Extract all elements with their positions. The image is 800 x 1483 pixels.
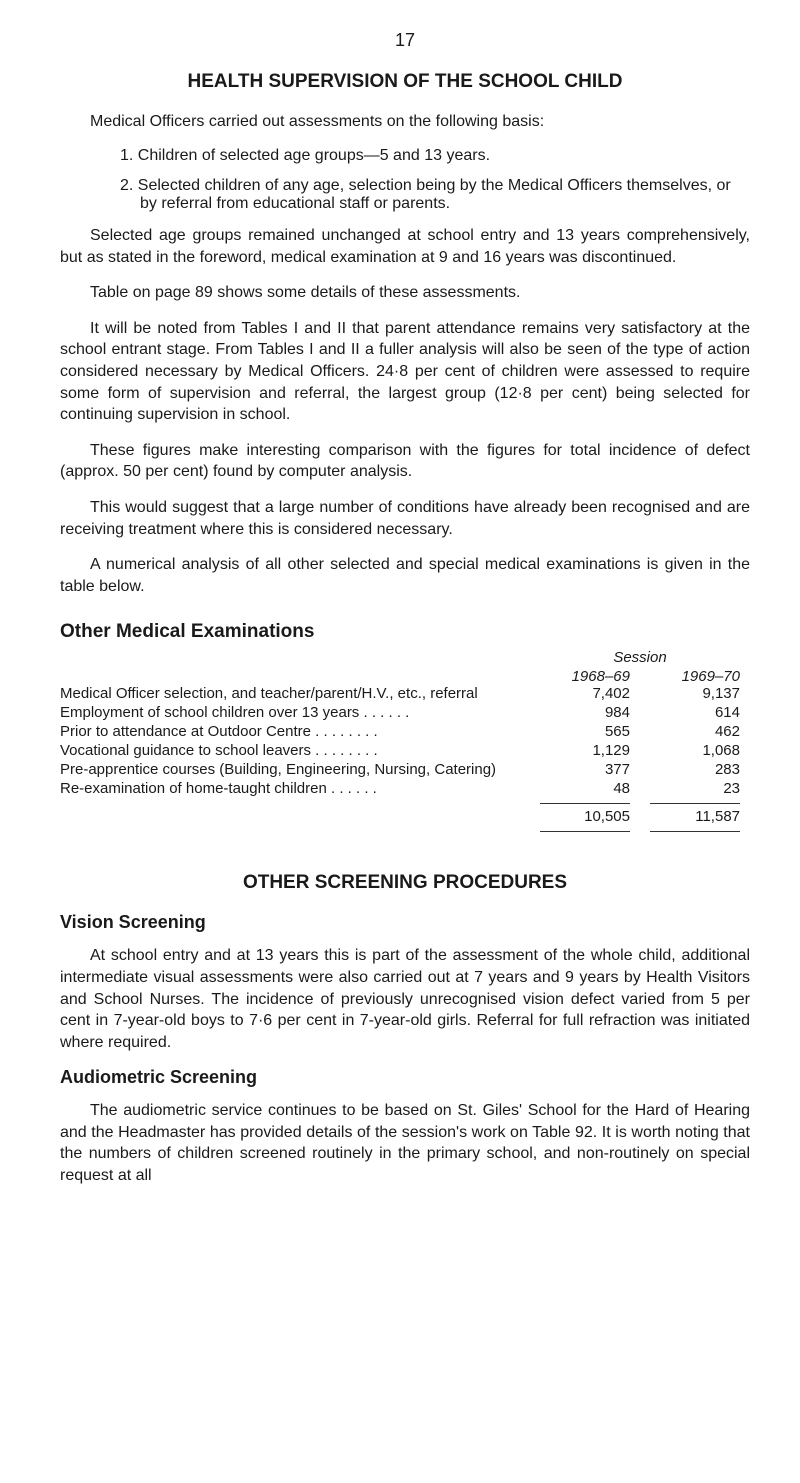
row-label: Re-examination of home-taught children .… — [60, 780, 530, 797]
row-value-b: 23 — [640, 780, 750, 797]
total-a: 10,505 — [530, 808, 640, 825]
spacer — [60, 831, 530, 832]
row-label: Employment of school children over 13 ye… — [60, 704, 530, 721]
row-value-b: 462 — [640, 723, 750, 740]
table-rule — [60, 803, 750, 804]
paragraph: A numerical analysis of all other select… — [60, 554, 750, 597]
list-item-2: 2. Selected children of any age, selecti… — [120, 177, 750, 213]
paragraph: It will be noted from Tables I and II th… — [60, 318, 750, 426]
paragraph: At school entry and at 13 years this is … — [60, 945, 750, 1053]
session-label: Session — [530, 649, 750, 666]
table-rule — [60, 831, 750, 832]
examinations-table: Session 1968–69 1969–70 Medical Officer … — [60, 649, 750, 832]
row-value-a: 1,129 — [530, 742, 640, 759]
table-row: Re-examination of home-taught children .… — [60, 780, 750, 797]
rule-line — [540, 831, 630, 832]
paragraph: Selected age groups remained unchanged a… — [60, 225, 750, 268]
table-row: Vocational guidance to school leavers . … — [60, 742, 750, 759]
row-label: Vocational guidance to school leavers . … — [60, 742, 530, 759]
row-label: Medical Officer selection, and teacher/p… — [60, 685, 530, 702]
rule-line — [650, 831, 740, 832]
paragraph: This would suggest that a large number o… — [60, 497, 750, 540]
row-value-b: 9,137 — [640, 685, 750, 702]
year-col-a: 1968–69 — [530, 668, 640, 685]
paragraph: Table on page 89 shows some details of t… — [60, 282, 750, 304]
row-value-a: 377 — [530, 761, 640, 778]
year-col-b: 1969–70 — [640, 668, 750, 685]
rule-line — [650, 803, 740, 804]
paragraph: The audiometric service continues to be … — [60, 1100, 750, 1186]
row-label: Pre-apprentice courses (Building, Engine… — [60, 761, 530, 778]
table-title: Other Medical Examinations — [60, 621, 750, 643]
row-label: Prior to attendance at Outdoor Centre . … — [60, 723, 530, 740]
row-value-a: 565 — [530, 723, 640, 740]
row-value-b: 283 — [640, 761, 750, 778]
row-value-a: 48 — [530, 780, 640, 797]
rule-line — [540, 803, 630, 804]
spacer — [60, 803, 530, 804]
table-row: Medical Officer selection, and teacher/p… — [60, 685, 750, 702]
screening-title: OTHER SCREENING PROCEDURES — [60, 872, 750, 894]
total-b: 11,587 — [640, 808, 750, 825]
spacer — [60, 668, 530, 685]
table-row: Prior to attendance at Outdoor Centre . … — [60, 723, 750, 740]
intro-text: Medical Officers carried out assessments… — [90, 113, 750, 131]
page-number: 17 — [60, 30, 750, 51]
row-value-b: 1,068 — [640, 742, 750, 759]
vision-heading: Vision Screening — [60, 912, 750, 933]
row-value-a: 984 — [530, 704, 640, 721]
document-page: 17 HEALTH SUPERVISION OF THE SCHOOL CHIL… — [0, 0, 800, 1241]
spacer — [60, 808, 530, 825]
row-value-b: 614 — [640, 704, 750, 721]
list-item-1: 1. Children of selected age groups—5 and… — [120, 147, 750, 165]
table-row: Pre-apprentice courses (Building, Engine… — [60, 761, 750, 778]
audio-heading: Audiometric Screening — [60, 1067, 750, 1088]
table-header-row: 1968–69 1969–70 — [60, 668, 750, 685]
main-title: HEALTH SUPERVISION OF THE SCHOOL CHILD — [60, 71, 750, 93]
paragraph: These figures make interesting compariso… — [60, 440, 750, 483]
table-row: Employment of school children over 13 ye… — [60, 704, 750, 721]
table-total-row: 10,505 11,587 — [60, 808, 750, 825]
row-value-a: 7,402 — [530, 685, 640, 702]
